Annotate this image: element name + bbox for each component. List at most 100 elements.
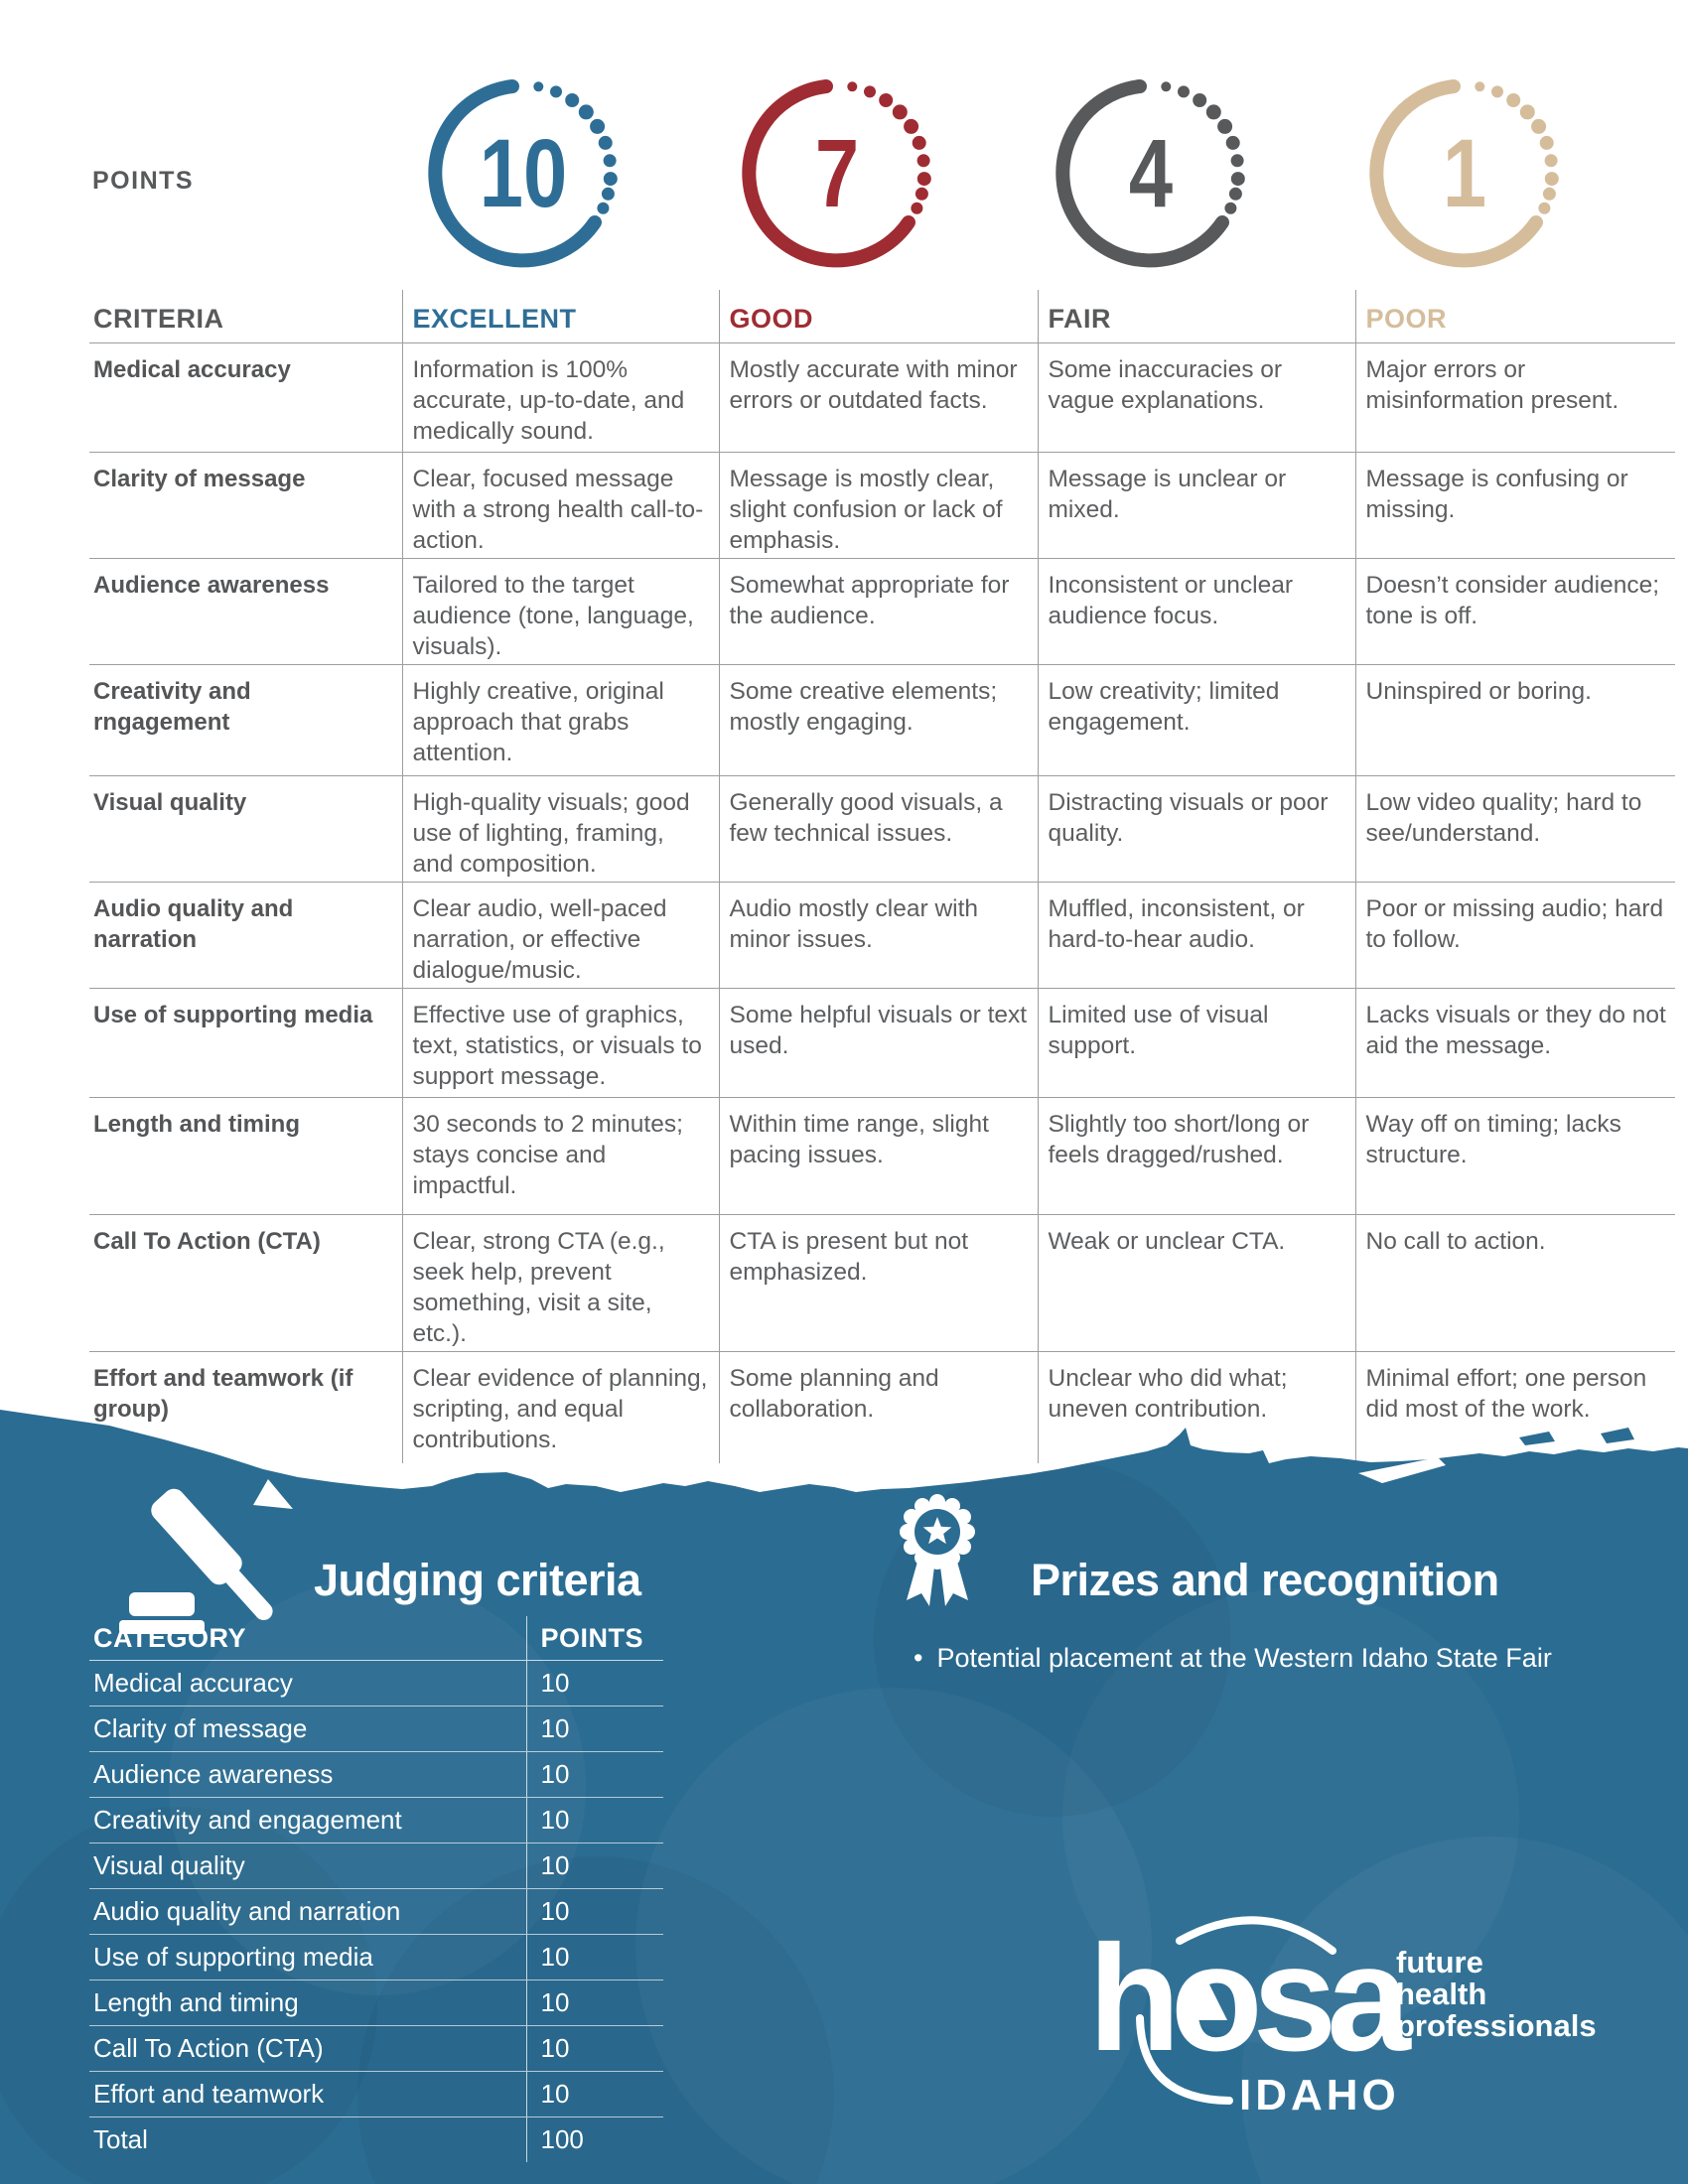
rubric-cell: Clear, focused message with a strong hea… [401, 452, 719, 559]
rubric-cell: Some creative elements; mostly engaging. [718, 664, 1038, 776]
points-badge-excellent: 10 [414, 64, 633, 282]
judging-header-row: CATEGORY POINTS [89, 1616, 663, 1661]
rubric-cell: Lacks visuals or they do not aid the mes… [1354, 988, 1675, 1098]
judging-row: Audio quality and narration 10 [89, 1888, 663, 1935]
rubric-cell: Muffled, inconsistent, or hard-to-hear a… [1037, 882, 1355, 989]
rubric-criteria-label: Visual quality [89, 775, 402, 883]
judging-category: Visual quality [89, 1843, 526, 1889]
judging-points-value: 10 [525, 1934, 663, 1980]
judging-category: Length and timing [89, 1979, 526, 2026]
rubric-cell: Distracting visuals or poor quality. [1037, 775, 1355, 883]
rubric-col-header-criteria: CRITERIA [89, 290, 402, 343]
judging-category: Call To Action (CTA) [89, 2025, 526, 2072]
rubric-table: CRITERIA EXCELLENT GOOD FAIR POOR Medical ac… [89, 290, 1675, 1463]
judging-points-value: 10 [525, 1751, 663, 1798]
rubric-cell: Low creativity; limited engagement. [1037, 664, 1355, 776]
judging-category: Clarity of message [89, 1706, 526, 1752]
rubric-cell: Tailored to the target audience (tone, l… [401, 558, 719, 665]
logo-swoosh-bottom [1136, 2014, 1233, 2105]
points-label: POINTS [92, 167, 195, 195]
badge-value: 10 [480, 120, 567, 227]
rubric-row-6: Audio quality and narration Clear audio, … [89, 882, 1675, 989]
judging-category: Creativity and engagement [89, 1797, 526, 1843]
rubric-cell: Doesn’t consider audience; tone is off. [1354, 558, 1675, 665]
rubric-cell: Somewhat appropriate for the audience. [718, 558, 1038, 665]
award-ribbon-icon [894, 1487, 983, 1621]
judging-row: Medical accuracy 10 [89, 1660, 663, 1706]
rubric-row-3: Audience awareness Tailored to the target… [89, 558, 1675, 665]
judging-row: Audience awareness 10 [89, 1751, 663, 1798]
rubric-row-8: Length and timing 30 seconds to 2 minutes… [89, 1097, 1675, 1215]
prizes-bullet-list: • Potential placement at the Western Idah… [914, 1640, 1552, 1676]
judging-category: Audio quality and narration [89, 1888, 526, 1935]
rubric-cell: Information is 100% accurate, up-to-date… [401, 342, 719, 453]
badge-ring [1055, 79, 1229, 268]
judging-points-value: 10 [525, 1797, 663, 1843]
rubric-cell: Way off on timing; lacks structure. [1354, 1097, 1675, 1215]
rubric-cell: Message is unclear or mixed. [1037, 452, 1355, 559]
judging-table-head: CATEGORY POINTS [89, 1616, 663, 1661]
logo-wordmark: hosa [1092, 1914, 1412, 2083]
rubric-table-body: Medical accuracy Information is 100% accu… [89, 342, 1675, 1463]
rubric-cell: Slightly too short/long or feels dragged… [1037, 1097, 1355, 1215]
judging-category: Medical accuracy [89, 1660, 526, 1706]
rubric-criteria-label: Clarity of message [89, 452, 402, 559]
rubric-cell: Some inaccuracies or vague explanations. [1037, 342, 1355, 453]
judging-row: Creativity and engagement 10 [89, 1797, 663, 1843]
judging-points-value: 10 [525, 1888, 663, 1935]
rubric-cell: Clear audio, well-paced narration, or ef… [401, 882, 719, 989]
rubric-cell: No call to action. [1354, 1214, 1675, 1352]
prizes-bullet-item: • Potential placement at the Western Idah… [914, 1640, 1552, 1676]
logo-swoosh-top [1176, 1916, 1336, 1955]
logo-triangle [1180, 1973, 1227, 2020]
rubric-cell: 30 seconds to 2 minutes; stays concise a… [401, 1097, 719, 1215]
rubric-criteria-label: Call To Action (CTA) [89, 1214, 402, 1352]
rubric-cell: Clear evidence of planning, scripting, a… [401, 1351, 719, 1463]
rubric-criteria-label: Medical accuracy [93, 356, 291, 383]
points-badge-good: 7 [728, 64, 946, 282]
judging-points-value: 10 [525, 2025, 663, 2072]
rubric-header-row: CRITERIA EXCELLENT GOOD FAIR POOR [89, 290, 1675, 343]
judging-category: Audience awareness [89, 1751, 526, 1798]
judging-points-value: 10 [525, 2071, 663, 2117]
rubric-col-header-fair: FAIR [1037, 290, 1355, 343]
rubric-cell: Uninspired or boring. [1354, 664, 1675, 776]
rubric-row-4: Creativity and rngagement Highly creative… [89, 664, 1675, 776]
rubric-criteria-label: Audience awareness [89, 558, 402, 665]
rubric-criteria-label: Use of supporting media [89, 988, 402, 1098]
judging-points-value: 10 [525, 1660, 663, 1706]
logo-state: IDAHO [1239, 2071, 1400, 2119]
judging-table-body: Medical accuracy 10 Clarity of message 10 Au… [89, 1660, 663, 2162]
rubric-cell: Mostly accurate with minor errors or out… [718, 342, 1038, 453]
rubric-row-9: Call To Action (CTA) Clear, strong CTA (e… [89, 1214, 1675, 1352]
judging-points-value: 10 [525, 1706, 663, 1752]
badge-ring [1369, 79, 1543, 268]
logo-tagline-line: future [1396, 1945, 1483, 1979]
rubric-cell: Highly creative, original approach that … [401, 664, 719, 776]
judging-points-value: 100 [525, 2116, 663, 2162]
rubric-cell: Unclear who did what; uneven contributio… [1037, 1351, 1355, 1463]
rubric-row-7: Use of supporting media Effective use of … [89, 988, 1675, 1098]
rubric-criteria-label: Length and timing [89, 1097, 402, 1215]
rubric-row-10: Effort and teamwork (if group) Clear evid… [89, 1351, 1675, 1463]
judging-category: Use of supporting media [89, 1934, 526, 1980]
rubric-cell: Poor or missing audio; hard to follow. [1354, 882, 1675, 989]
rubric-row-2: Clarity of message Clear, focused message… [89, 452, 1675, 559]
rubric-cell: Minimal effort; one person did most of t… [1354, 1351, 1675, 1463]
rubric-cell: Message is mostly clear, slight confusio… [718, 452, 1038, 559]
badge-value: 4 [1129, 120, 1173, 227]
rubric-cell: Inconsistent or unclear audience focus. [1037, 558, 1355, 665]
judging-col-header-category: CATEGORY [89, 1616, 526, 1661]
rubric-criteria-label: Creativity and rngagement [89, 664, 402, 776]
judging-row: Clarity of message 10 [89, 1706, 663, 1752]
rubric-cell: Effective use of graphics, text, statist… [401, 988, 719, 1098]
rubric-row-5: Visual quality High-quality visuals; good… [89, 775, 1675, 883]
badge-value: 1 [1443, 120, 1486, 227]
rubric-col-header-poor: POOR [1354, 290, 1675, 343]
points-badge-poor: 1 [1355, 64, 1574, 282]
rubric-cell: Limited use of visual support. [1037, 988, 1355, 1098]
judging-row: Visual quality 10 [89, 1843, 663, 1889]
rubric-row-1: Medical accuracy Information is 100% accu… [89, 342, 1675, 453]
